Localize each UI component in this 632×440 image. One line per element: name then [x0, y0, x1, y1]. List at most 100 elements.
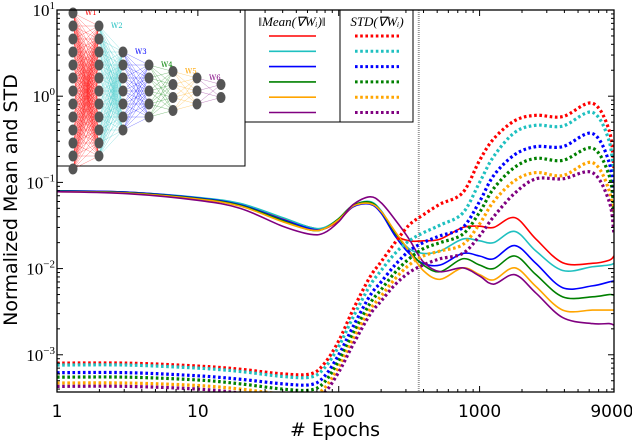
neuron [94, 59, 104, 71]
connection [148, 97, 174, 118]
neuron [192, 98, 202, 110]
connection [72, 64, 100, 170]
legend-std-header: STD(∇Wᵢ) [350, 14, 403, 29]
connection [98, 51, 124, 92]
x-tick-label: 10 [187, 402, 209, 422]
connection [98, 51, 124, 157]
std-line-w6 [57, 170, 614, 392]
connection [72, 12, 100, 27]
neuron [68, 137, 78, 149]
y-tick-base: 10 [33, 87, 50, 106]
network-inset: W1 W2 W3 W4 W5 W6 [56, 7, 246, 175]
neuron [216, 92, 226, 103]
connection [72, 155, 100, 170]
connection [72, 25, 100, 157]
layer-label: W4 [161, 61, 173, 69]
std-line-w4 [57, 146, 614, 392]
y-tick-base: 10 [26, 260, 43, 279]
layer-label: W5 [185, 68, 197, 76]
connection [122, 116, 150, 131]
neuron [68, 7, 78, 19]
x-tick-label: 9000 [590, 402, 632, 422]
connection [72, 25, 100, 79]
neuron [94, 111, 104, 123]
connection [72, 51, 100, 170]
neuron [94, 124, 104, 136]
connection [122, 90, 150, 131]
connection [122, 51, 150, 66]
neuron [68, 20, 78, 32]
layer-label: W1 [85, 9, 97, 17]
neuron [94, 33, 104, 45]
neuron [144, 98, 154, 110]
layer-label: W6 [209, 74, 221, 82]
connection [72, 116, 100, 170]
connection [172, 90, 198, 111]
connection [172, 77, 198, 111]
connection [148, 71, 174, 105]
neuron [94, 20, 104, 32]
mean-line-w2 [57, 189, 614, 272]
std-line-w5 [57, 160, 614, 392]
neuron [68, 33, 78, 45]
connection [72, 25, 100, 170]
connection [122, 64, 150, 131]
neuron [94, 72, 104, 84]
neuron [118, 46, 128, 58]
connection [72, 25, 100, 40]
neuron [192, 72, 202, 84]
neuron [144, 111, 154, 123]
neuron [68, 72, 78, 84]
mean-line-w5 [57, 190, 614, 313]
y-tick-exponent: 1 [50, 0, 56, 12]
neuron [94, 85, 104, 97]
y-tick-label: 100 [33, 86, 56, 106]
connection [98, 116, 124, 157]
neuron [68, 98, 78, 110]
y-tick-base: 10 [33, 1, 50, 20]
neuron [94, 137, 104, 149]
connection [122, 103, 150, 131]
connection [98, 129, 124, 157]
connection [72, 25, 100, 66]
connection [148, 84, 174, 118]
y-tick-exponent: 0 [50, 86, 56, 98]
connection [148, 71, 174, 92]
neuron [118, 72, 128, 84]
connection [98, 51, 124, 105]
mean-line-w3 [57, 189, 614, 290]
layer-label: W3 [135, 48, 147, 56]
connection [98, 51, 124, 79]
legend-mean-header: ‖Mean(∇Wᵢ)‖ [258, 14, 325, 29]
neuron [68, 46, 78, 58]
connection [122, 64, 150, 92]
neuron [68, 59, 78, 71]
connection [148, 71, 174, 118]
connection [72, 25, 100, 118]
connection [72, 25, 100, 92]
connection [196, 84, 222, 105]
y-tick-label: 10−1 [26, 172, 55, 192]
plot-frame [56, 9, 615, 393]
connection [72, 77, 100, 170]
std-line-w1 [57, 101, 614, 377]
connection [122, 64, 150, 105]
std-line-w2 [57, 110, 614, 380]
x-tick-label: 1 [52, 402, 63, 422]
neuron [118, 85, 128, 97]
y-tick-label: 10−3 [26, 345, 55, 365]
connection [72, 129, 100, 170]
connection [172, 77, 198, 98]
connection [72, 25, 100, 144]
y-axis-label: Normalized Mean and STD [0, 74, 22, 326]
neuron [94, 150, 104, 162]
series-layer [57, 10, 614, 392]
neuron [68, 85, 78, 97]
layer-label: W2 [111, 22, 123, 30]
neuron [94, 98, 104, 110]
connection [122, 64, 150, 79]
y-tick-base: 10 [26, 173, 43, 192]
neuron [144, 59, 154, 71]
